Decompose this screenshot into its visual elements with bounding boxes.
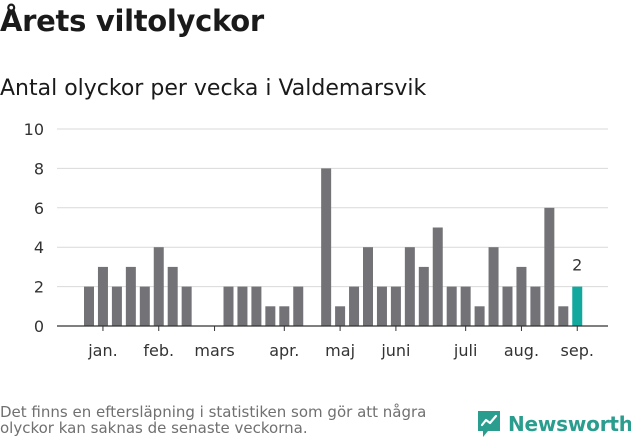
x-tick-label: juni xyxy=(380,341,410,360)
chart-title: Årets viltolyckor xyxy=(0,4,264,38)
bar xyxy=(390,286,401,326)
chart-subtitle: Antal olyckor per vecka i Valdemarsvik xyxy=(0,76,427,101)
bar xyxy=(418,266,429,326)
bar-highlight xyxy=(572,286,583,326)
bar xyxy=(139,286,150,326)
brand-logo[interactable]: Newsworthy xyxy=(476,409,631,439)
bar xyxy=(530,286,541,326)
x-tick-label: mars xyxy=(194,341,234,360)
x-axis: jan. feb. mars apr. maj juni juli aug. sep. xyxy=(57,325,608,360)
x-tick-label: apr. xyxy=(269,341,299,360)
bar-chart: 0 2 4 6 8 10 jan. feb. mars apr. maj juni juli aug. s… xyxy=(24,120,608,360)
bar xyxy=(376,286,387,326)
bar xyxy=(251,286,262,326)
bar xyxy=(446,286,457,326)
bar xyxy=(488,247,499,326)
x-tick-label: feb. xyxy=(143,341,174,360)
x-tick-label: maj xyxy=(325,341,355,360)
bar xyxy=(153,247,164,326)
x-tick-label: jan. xyxy=(87,341,117,360)
bar xyxy=(558,306,569,326)
y-tick-label: 8 xyxy=(34,159,44,178)
brand-name: Newsworthy xyxy=(508,412,631,436)
bar xyxy=(516,266,527,326)
data-labels: 2 xyxy=(572,256,582,275)
bar xyxy=(167,266,178,326)
y-tick-label: 10 xyxy=(24,120,44,139)
bar xyxy=(432,227,443,326)
bar xyxy=(97,266,108,326)
bar xyxy=(181,286,192,326)
newsworthy-logo-icon xyxy=(478,411,500,437)
y-tick-label: 2 xyxy=(34,278,44,297)
bar xyxy=(502,286,513,326)
bar xyxy=(363,247,373,326)
bar xyxy=(237,286,248,326)
bar xyxy=(404,247,415,326)
bar xyxy=(84,286,94,326)
data-label: 2 xyxy=(572,256,582,275)
y-axis: 0 2 4 6 8 10 xyxy=(24,120,44,336)
grid-lines xyxy=(57,128,608,288)
y-tick-label: 6 xyxy=(34,199,44,218)
bar xyxy=(321,168,332,326)
footnote: Det finns en eftersläpning i statistiken… xyxy=(0,403,427,437)
x-tick-label: juli xyxy=(453,341,477,360)
bar xyxy=(349,286,360,326)
y-tick-label: 0 xyxy=(34,317,44,336)
bar xyxy=(335,306,346,326)
bar xyxy=(474,306,485,326)
bar xyxy=(111,286,122,326)
bar xyxy=(293,286,304,326)
bar xyxy=(544,207,555,326)
bar xyxy=(265,306,276,326)
x-tick-label: aug. xyxy=(504,341,539,360)
x-tick-label: sep. xyxy=(561,341,594,360)
bar xyxy=(460,286,471,326)
bar xyxy=(125,266,136,326)
bar xyxy=(223,286,234,326)
y-tick-label: 4 xyxy=(34,238,44,257)
bars xyxy=(84,168,583,326)
bar xyxy=(279,306,290,326)
